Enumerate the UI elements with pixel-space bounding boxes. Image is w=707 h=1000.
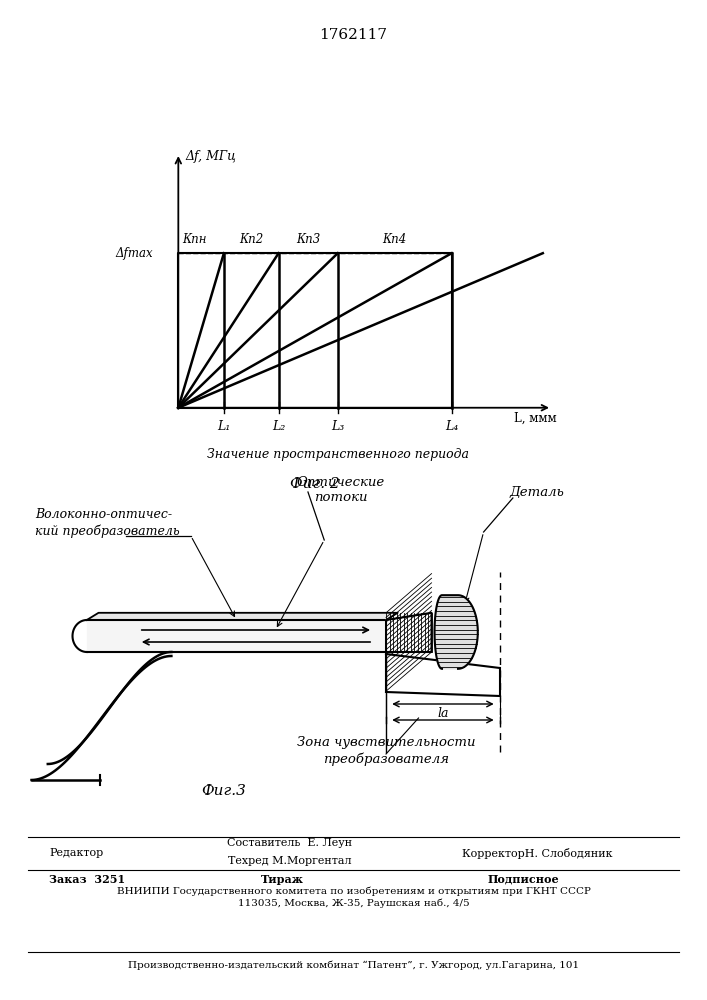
- Text: Тираж: Тираж: [262, 874, 304, 885]
- Polygon shape: [87, 613, 398, 620]
- Text: L₃: L₃: [331, 420, 344, 433]
- Text: Заказ  3251: Заказ 3251: [49, 874, 126, 885]
- Text: L₂: L₂: [272, 420, 285, 433]
- Text: Подписное: Подписное: [487, 874, 559, 885]
- Text: Производственно-издательский комбинат “Патент”, г. Ужгород, ул.Гагарина, 101: Производственно-издательский комбинат “П…: [128, 960, 579, 970]
- Text: ВНИИПИ Государственного комитета по изобретениям и открытиям при ГКНТ СССР: ВНИИПИ Государственного комитета по изоб…: [117, 886, 590, 896]
- Text: КорректорН. Слободяник: КорректорН. Слободяник: [462, 848, 612, 859]
- Text: L₁: L₁: [217, 420, 230, 433]
- Text: Δfmax: Δfmax: [116, 247, 153, 260]
- Text: Редактор: Редактор: [49, 848, 104, 858]
- Text: Деталь: Деталь: [510, 486, 564, 499]
- Text: Составитель  Е. Леун: Составитель Е. Леун: [228, 838, 352, 848]
- Text: Кп4: Кп4: [382, 233, 407, 246]
- Text: Оптические
потоки: Оптические потоки: [296, 476, 385, 504]
- Text: Зона чувствительности
преобразователя: Зона чувствительности преобразователя: [297, 736, 475, 766]
- Polygon shape: [386, 613, 431, 652]
- Text: L₄: L₄: [445, 420, 458, 433]
- Text: Техред М.Моргентал: Техред М.Моргентал: [228, 856, 351, 866]
- Text: Кп3: Кп3: [296, 233, 320, 246]
- Text: Фиг. 2: Фиг. 2: [290, 477, 340, 491]
- Text: 113035, Москва, Ж-35, Раушская наб., 4/5: 113035, Москва, Ж-35, Раушская наб., 4/5: [238, 898, 469, 908]
- Text: la: la: [437, 707, 449, 720]
- Polygon shape: [386, 613, 431, 652]
- Text: Кп2: Кп2: [239, 233, 263, 246]
- Text: Δf, МГц: Δf, МГц: [185, 150, 236, 163]
- Text: Кпн: Кпн: [182, 233, 206, 246]
- Polygon shape: [435, 595, 478, 669]
- Text: Значение пространственного периода: Значение пространственного периода: [206, 448, 469, 461]
- Text: Волоконно-оптичес-
кий преобразователь: Волоконно-оптичес- кий преобразователь: [35, 508, 180, 538]
- Text: Фиг.3: Фиг.3: [201, 784, 246, 798]
- Text: L, ммм: L, ммм: [514, 411, 556, 424]
- Polygon shape: [87, 620, 386, 652]
- Text: 1762117: 1762117: [320, 28, 387, 42]
